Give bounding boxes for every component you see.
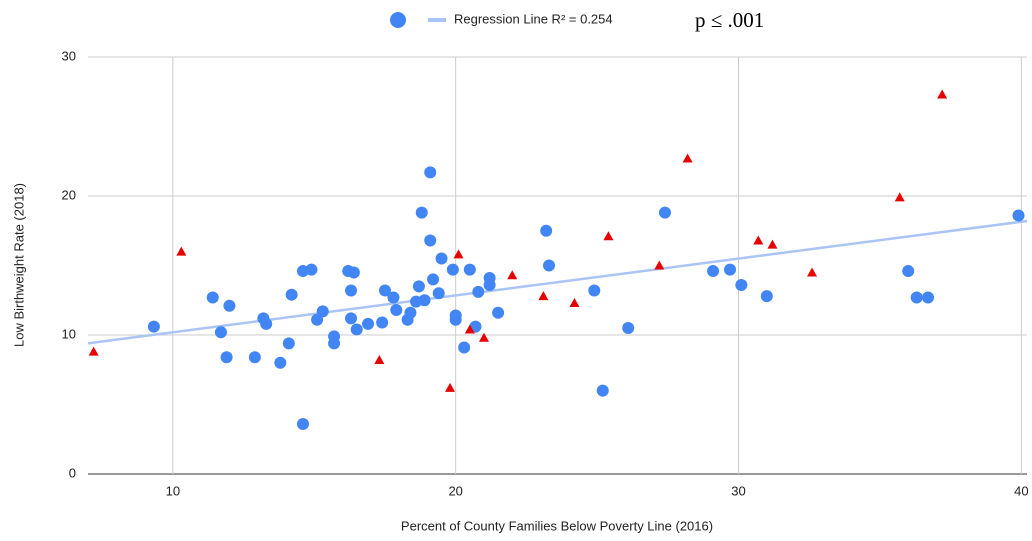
- point: [463, 263, 476, 276]
- point: [543, 259, 556, 272]
- point: [446, 263, 459, 276]
- point: [753, 235, 764, 245]
- point: [922, 291, 935, 304]
- point: [654, 260, 665, 270]
- point: [894, 192, 905, 202]
- y-tick-label: 0: [69, 465, 76, 480]
- point: [305, 263, 318, 276]
- point: [260, 317, 273, 330]
- annotation: p ≤ .001: [695, 8, 764, 32]
- point: [328, 330, 341, 343]
- point: [147, 320, 160, 333]
- point: [374, 355, 385, 365]
- point: [937, 89, 948, 99]
- point: [390, 303, 403, 316]
- point: [492, 306, 505, 319]
- point: [274, 356, 287, 369]
- point: [223, 299, 236, 312]
- point: [176, 246, 187, 256]
- point: [735, 278, 748, 291]
- point: [424, 166, 437, 179]
- point: [387, 291, 400, 304]
- point: [569, 298, 580, 308]
- point: [682, 153, 693, 163]
- regression-line: [87, 219, 1028, 345]
- point: [464, 324, 475, 334]
- point: [658, 206, 671, 219]
- point: [282, 337, 295, 350]
- point: [248, 351, 261, 364]
- point: [453, 249, 464, 259]
- point: [347, 266, 360, 279]
- point: [206, 291, 219, 304]
- point: [345, 312, 358, 325]
- point: [378, 284, 391, 297]
- point: [807, 267, 818, 277]
- point: [724, 263, 737, 276]
- point: [540, 224, 553, 237]
- point: [427, 273, 440, 286]
- point: [902, 265, 915, 278]
- point: [412, 280, 425, 293]
- legend-marker: [390, 12, 406, 28]
- point: [622, 322, 635, 335]
- point: [707, 265, 720, 278]
- point: [538, 291, 549, 301]
- point: [404, 306, 417, 319]
- point: [472, 285, 485, 298]
- point: [362, 317, 375, 330]
- point: [458, 341, 471, 354]
- y-axis-title: Low Birthweight Rate (2018): [11, 183, 26, 347]
- x-tick-label: 40: [1014, 483, 1028, 498]
- point: [760, 290, 773, 303]
- point: [445, 382, 456, 392]
- point: [424, 234, 437, 247]
- point: [350, 323, 363, 336]
- point: [603, 231, 614, 241]
- point: [316, 305, 329, 318]
- point: [435, 252, 448, 265]
- point: [418, 294, 431, 307]
- point: [220, 351, 233, 364]
- point: [214, 326, 227, 339]
- point: [596, 384, 609, 397]
- point: [88, 346, 99, 356]
- point: [1012, 209, 1025, 222]
- legend-label: Regression Line R² = 0.254: [454, 11, 613, 26]
- point: [376, 316, 389, 329]
- point: [483, 278, 496, 291]
- point: [415, 206, 428, 219]
- point: [507, 270, 518, 280]
- point: [767, 239, 778, 249]
- x-axis-title: Percent of County Families Below Poverty…: [401, 518, 713, 533]
- point: [588, 284, 601, 297]
- point: [432, 287, 445, 300]
- point: [345, 284, 358, 297]
- y-tick-label: 30: [62, 48, 76, 63]
- y-tick-label: 20: [62, 187, 76, 202]
- x-tick-label: 10: [166, 483, 180, 498]
- point: [910, 291, 923, 304]
- y-tick-label: 10: [62, 326, 76, 341]
- point: [285, 288, 298, 301]
- point: [478, 332, 489, 342]
- x-tick-label: 30: [731, 483, 745, 498]
- point: [296, 417, 309, 430]
- x-tick-label: 20: [448, 483, 462, 498]
- point: [449, 313, 462, 326]
